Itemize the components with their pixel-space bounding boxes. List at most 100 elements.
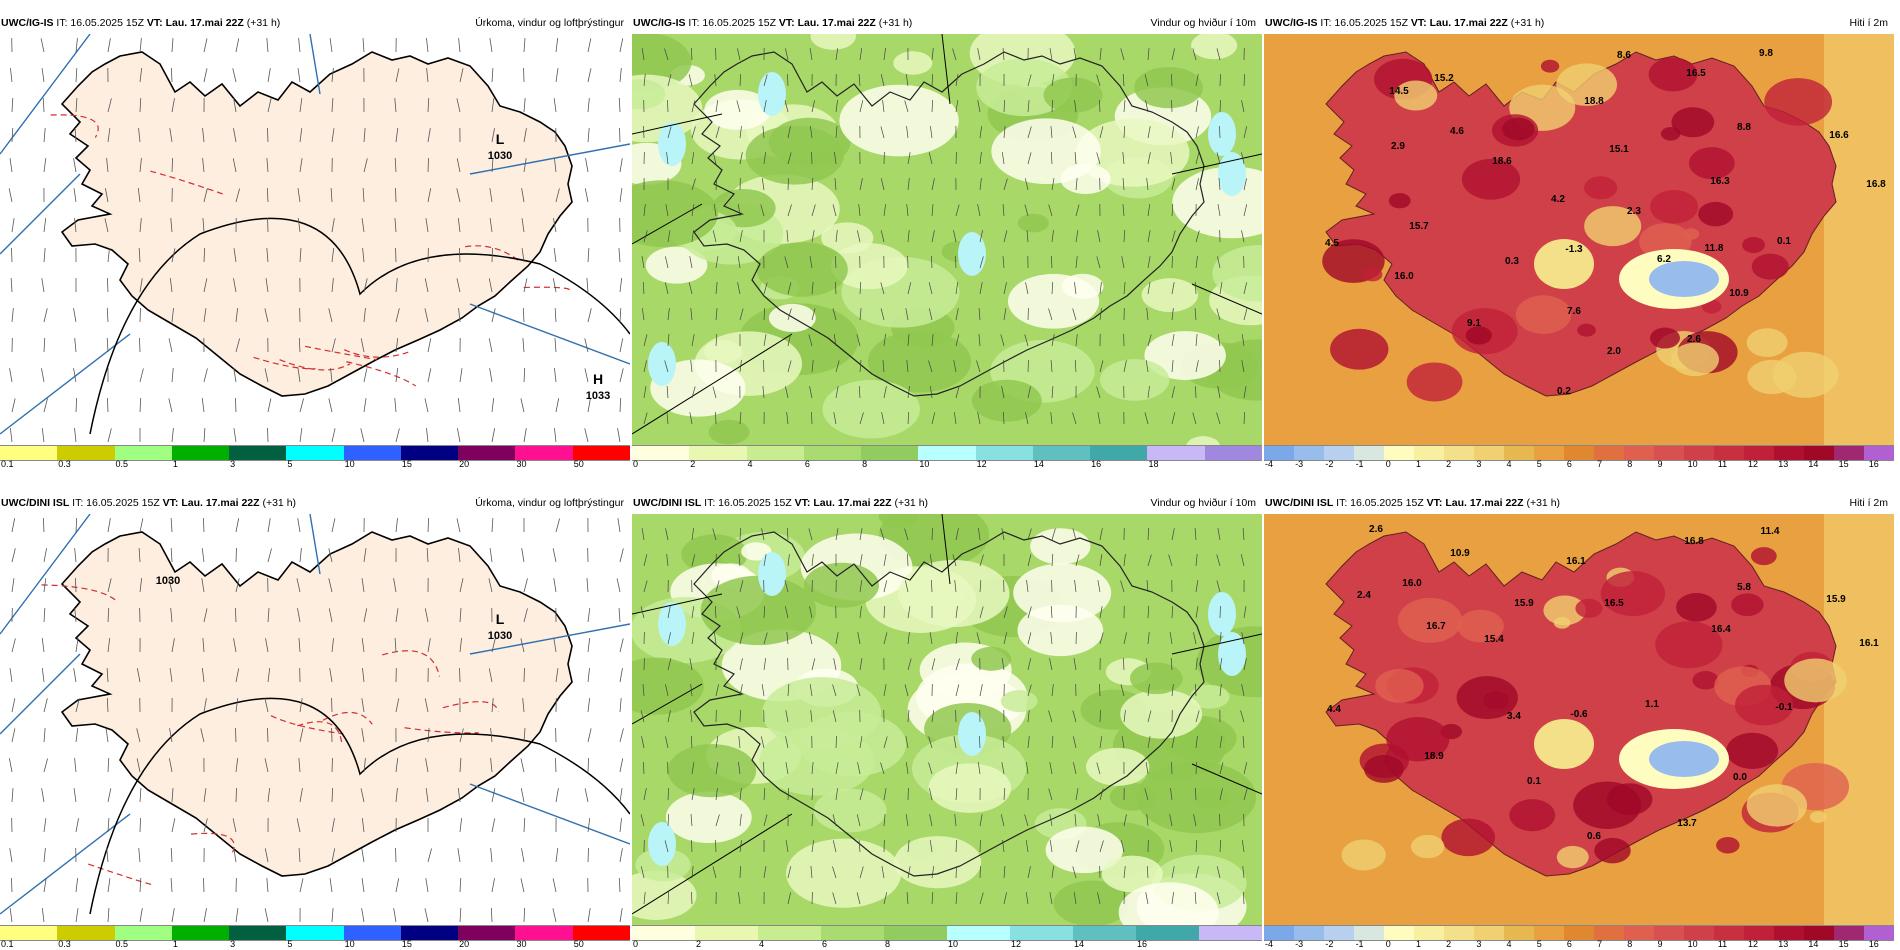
- colorbar-swatch: [1684, 926, 1714, 940]
- wind-arrow: [784, 100, 789, 113]
- wind-barb: [105, 728, 109, 743]
- wind-arrow: [834, 152, 837, 165]
- wind-arrow: [859, 48, 863, 61]
- wind-arrow: [1048, 308, 1053, 321]
- wind-barb: [267, 98, 272, 113]
- wind-barb: [424, 698, 429, 713]
- wind-arrow: [832, 684, 837, 697]
- temp-shade: [1824, 34, 1894, 449]
- wind-arrow: [857, 632, 861, 645]
- wind-arrow: [1000, 334, 1005, 347]
- precip-contour: [297, 721, 343, 744]
- wind-arrow: [1147, 386, 1150, 399]
- wind-arrow: [1049, 48, 1053, 61]
- wind-arrow: [1241, 360, 1245, 373]
- wind-barb: [75, 728, 79, 743]
- wind-barb: [107, 428, 112, 443]
- wind-arrow: [931, 658, 936, 671]
- temp-value: 2.4: [1357, 590, 1371, 601]
- wind-shade: [1030, 528, 1091, 565]
- wind-arrow: [1195, 230, 1200, 243]
- graticule-line: [309, 34, 321, 95]
- wind-barb: [459, 578, 464, 593]
- wind-barb: [203, 38, 208, 53]
- wind-arrow: [1217, 528, 1221, 541]
- wind-barb: [523, 728, 526, 743]
- wind-barb: [43, 398, 48, 413]
- colorbar-swatch: [1744, 926, 1774, 940]
- wind-arrow: [955, 204, 960, 217]
- wind-arrow: [739, 152, 743, 165]
- wind-arrow: [787, 73, 789, 87]
- wind-arrow: [907, 553, 909, 567]
- wind-barb: [233, 638, 237, 653]
- wind-arrow: [641, 256, 645, 269]
- temp-shade: [1726, 732, 1779, 769]
- colorbar-swatch: [114, 926, 172, 940]
- wind-arrow: [1027, 866, 1031, 879]
- wind-arrow: [954, 412, 957, 425]
- temp-shade: [1330, 328, 1389, 370]
- wind-arrow: [1051, 99, 1053, 113]
- colorbar-tick: 5: [1536, 459, 1542, 467]
- wind-arrow: [689, 256, 693, 269]
- wind-barb: [267, 68, 271, 83]
- wind-arrow: [1195, 840, 1198, 853]
- wind-arrow: [808, 632, 813, 645]
- wind-barb: [139, 908, 143, 923]
- wind-barb: [619, 668, 623, 683]
- wind-arrow: [1171, 126, 1175, 139]
- wind-arrow: [643, 554, 648, 567]
- wind-arrow: [1171, 48, 1175, 61]
- wind-arrow: [883, 684, 887, 697]
- temp-shade: [1655, 621, 1723, 669]
- precip-contour: [465, 245, 519, 261]
- wind-arrow: [835, 735, 837, 749]
- colorbar-swatch: [1804, 446, 1834, 460]
- colorbar-tick: 6: [804, 459, 810, 467]
- colorbar-tick: 10: [344, 459, 355, 467]
- lead-time: (+31 h): [894, 497, 929, 509]
- wind-barb: [73, 668, 77, 683]
- colorbar-swatch: [57, 446, 115, 460]
- panel-temp-igis: UWC/IG-IS IT: 16.05.2025 15Z VT: Lau. 17…: [1264, 12, 1898, 467]
- wind-barb: [233, 848, 237, 863]
- wind-barb: [73, 158, 77, 173]
- gust-patch: [658, 122, 686, 166]
- wind-arrow: [1000, 814, 1005, 827]
- wind-barb: [171, 38, 174, 53]
- wind-barb: [331, 848, 336, 863]
- wind-barb: [331, 128, 335, 143]
- temp-value: 16.5: [1686, 68, 1706, 79]
- colorbar-swatch: [1090, 446, 1148, 460]
- wind-arrow: [931, 892, 934, 905]
- wind-barb: [331, 787, 334, 803]
- wind-arrow: [667, 813, 670, 827]
- colorbar-swatch: [400, 926, 459, 940]
- wind-arrow: [856, 334, 861, 347]
- wind-arrow: [953, 230, 957, 243]
- wind-arrow: [1120, 580, 1125, 593]
- colorbar-tick: 5: [287, 939, 293, 947]
- wind-arrow: [1240, 710, 1245, 723]
- temp-value: 2.0: [1607, 346, 1621, 357]
- wind-arrow: [1219, 658, 1223, 671]
- wind-barb: [618, 877, 621, 893]
- wind-arrow: [1001, 658, 1005, 671]
- graticule-line: [309, 514, 321, 575]
- wind-arrow: [691, 334, 695, 347]
- wind-arrow: [883, 605, 885, 619]
- wind-arrow: [1099, 48, 1102, 61]
- wind-arrow: [1243, 788, 1248, 801]
- wind-barb: [491, 428, 496, 443]
- wind-arrow: [739, 632, 744, 645]
- wind-arrow: [905, 814, 909, 827]
- colorbar-swatch: [1474, 926, 1504, 940]
- wind-barb: [459, 758, 462, 773]
- wind-barb: [9, 158, 13, 173]
- wind-barb: [139, 397, 142, 413]
- wind-arrow: [1074, 152, 1077, 165]
- wind-arrow: [1096, 386, 1101, 399]
- wind-barb: [42, 517, 45, 533]
- colorbar-swatch: [1294, 926, 1324, 940]
